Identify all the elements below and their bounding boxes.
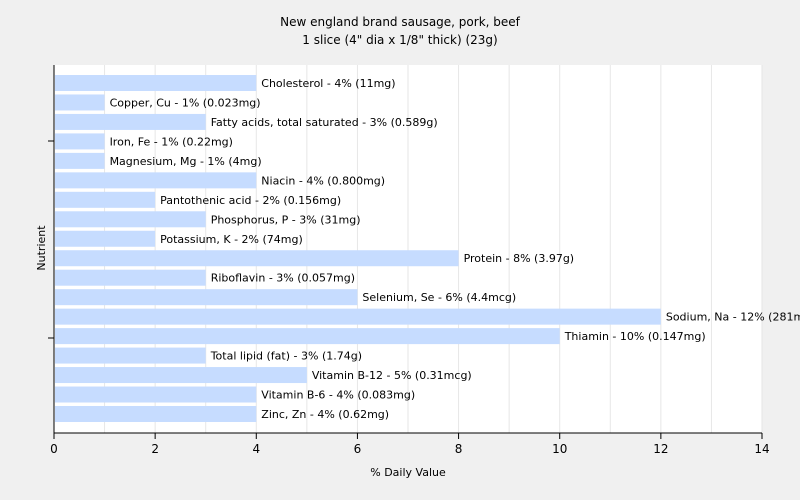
bar-label: Zinc, Zn - 4% (0.62mg) (261, 408, 389, 421)
bar-vitamin-b-6 (55, 386, 257, 403)
x-tick-label: 14 (754, 442, 769, 456)
bar-iron-fe (55, 133, 105, 150)
bar-label: Total lipid (fat) - 3% (1.74g) (210, 350, 362, 363)
bar-label: Cholesterol - 4% (11mg) (261, 77, 395, 90)
bar-phosphorus-p (55, 211, 206, 228)
bar-label: Selenium, Se - 6% (4.4mcg) (362, 291, 516, 304)
bar-niacin (55, 172, 257, 189)
bar-fatty-acids-total-saturated (55, 113, 206, 130)
x-tick-label: 8 (455, 442, 463, 456)
bar-sodium-na (55, 308, 661, 325)
x-tick-label: 2 (151, 442, 159, 456)
bar-magnesium-mg (55, 152, 105, 169)
bar-riboflavin (55, 269, 206, 286)
bar-label: Niacin - 4% (0.800mg) (261, 174, 385, 187)
bar-label: Sodium, Na - 12% (281mg) (666, 311, 800, 324)
bar-potassium-k (55, 230, 156, 247)
bar-label: Vitamin B-12 - 5% (0.31mcg) (312, 369, 472, 382)
bar-copper-cu (55, 94, 105, 111)
bar-thiamin (55, 328, 560, 345)
bar-label: Pantothenic acid - 2% (0.156mg) (160, 194, 341, 207)
bar-protein (55, 250, 459, 267)
bar-label: Fatty acids, total saturated - 3% (0.589… (211, 116, 438, 129)
y-axis-label: Nutrient (35, 225, 48, 271)
chart-title: New england brand sausage, pork, beef (280, 15, 521, 29)
x-tick-label: 12 (653, 442, 668, 456)
bar-label: Riboflavin - 3% (0.057mg) (211, 272, 355, 285)
bar-label: Iron, Fe - 1% (0.22mg) (110, 135, 233, 148)
x-tick-label: 10 (552, 442, 567, 456)
bar-total-lipid-fat- (55, 347, 206, 364)
bar-selenium-se (55, 289, 358, 306)
bar-label: Magnesium, Mg - 1% (4mg) (110, 155, 262, 168)
chart-subtitle: 1 slice (4" dia x 1/8" thick) (23g) (302, 33, 497, 47)
plot-area: Cholesterol - 4% (11mg)Copper, Cu - 1% (… (48, 65, 800, 456)
bar-label: Thiamin - 10% (0.147mg) (564, 330, 706, 343)
bar-label: Potassium, K - 2% (74mg) (160, 233, 303, 246)
bar-vitamin-b-12 (55, 367, 307, 384)
x-tick-label: 4 (252, 442, 260, 456)
x-tick-label: 0 (50, 442, 58, 456)
x-axis-label: % Daily Value (370, 466, 446, 479)
bar-zinc-zn (55, 405, 257, 422)
bar-label: Protein - 8% (3.97g) (464, 252, 575, 265)
bar-label: Phosphorus, P - 3% (31mg) (211, 213, 361, 226)
bar-cholesterol (55, 75, 257, 91)
x-tick-label: 6 (354, 442, 362, 456)
bar-label: Copper, Cu - 1% (0.023mg) (110, 96, 261, 109)
bar-label: Vitamin B-6 - 4% (0.083mg) (261, 389, 415, 402)
bar-pantothenic-acid (55, 191, 156, 208)
